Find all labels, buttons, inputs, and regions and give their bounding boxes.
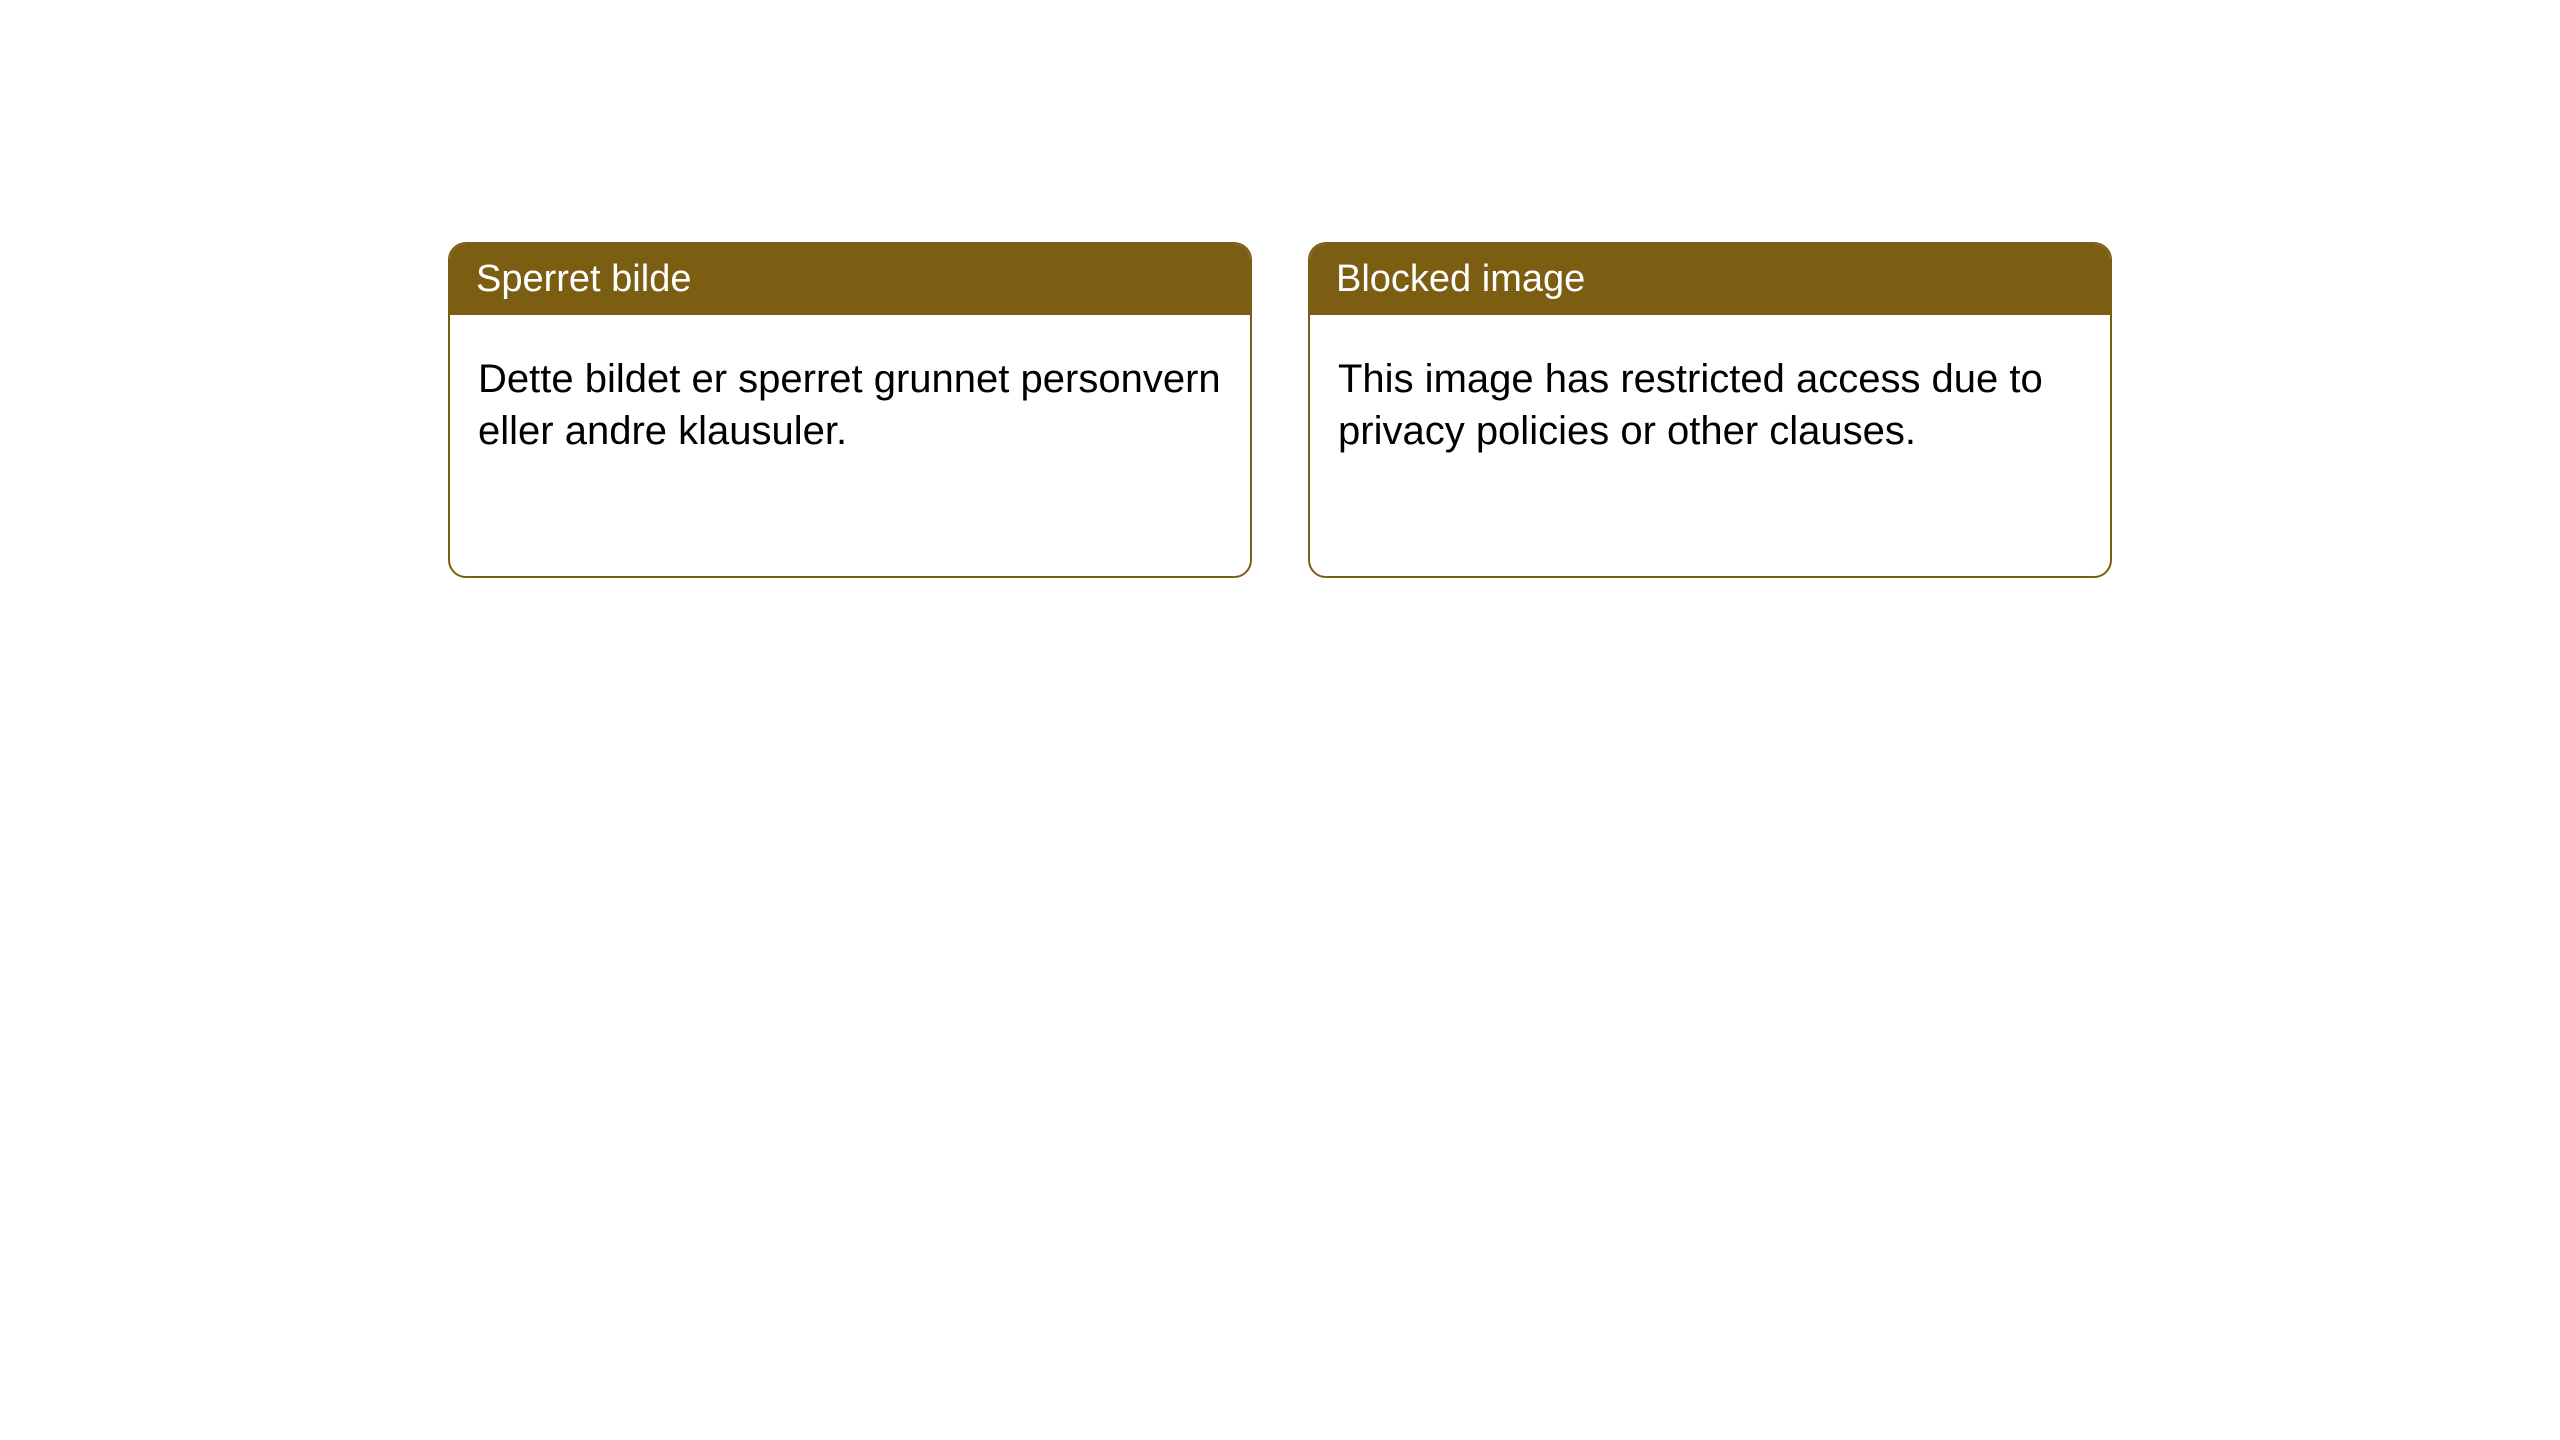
notice-card-norwegian: Sperret bilde Dette bildet er sperret gr… xyxy=(448,242,1252,578)
notice-card-english: Blocked image This image has restricted … xyxy=(1308,242,2112,578)
card-body-text: This image has restricted access due to … xyxy=(1338,357,2043,453)
card-body-text: Dette bildet er sperret grunnet personve… xyxy=(478,357,1221,453)
card-title: Blocked image xyxy=(1336,258,1585,300)
card-body: Dette bildet er sperret grunnet personve… xyxy=(450,315,1250,495)
card-header: Blocked image xyxy=(1310,244,2110,315)
notice-cards-container: Sperret bilde Dette bildet er sperret gr… xyxy=(448,242,2112,578)
card-body: This image has restricted access due to … xyxy=(1310,315,2110,495)
card-title: Sperret bilde xyxy=(476,258,691,300)
card-header: Sperret bilde xyxy=(450,244,1250,315)
